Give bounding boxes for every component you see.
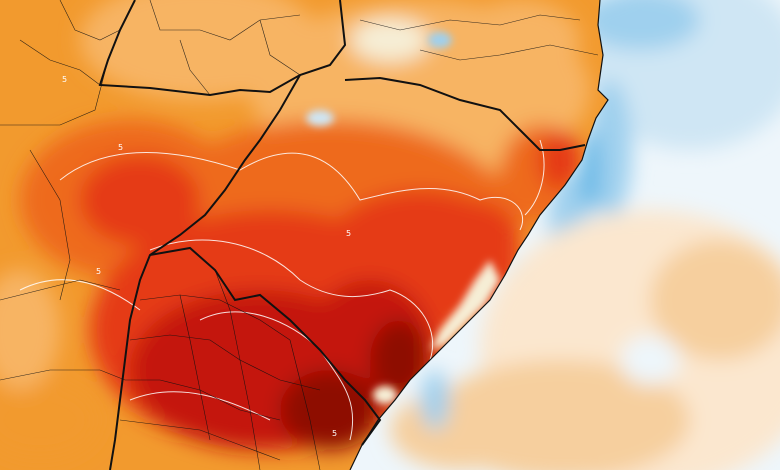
contour-labels: 5 5 5 5 5 [62, 75, 351, 438]
lagoon-small [373, 386, 397, 404]
contour-label: 5 [346, 229, 351, 238]
contour-label: 5 [96, 267, 101, 276]
coastline [349, 0, 609, 470]
admin-borders [0, 0, 599, 470]
ocean-anomaly-field [390, 0, 780, 470]
contour-label: 5 [332, 429, 337, 438]
contour-label: 5 [62, 75, 67, 84]
country-borders [98, 0, 586, 470]
contour-lines [19, 139, 545, 441]
contour-label: 5 [118, 143, 123, 152]
lagoon-large [430, 260, 500, 350]
